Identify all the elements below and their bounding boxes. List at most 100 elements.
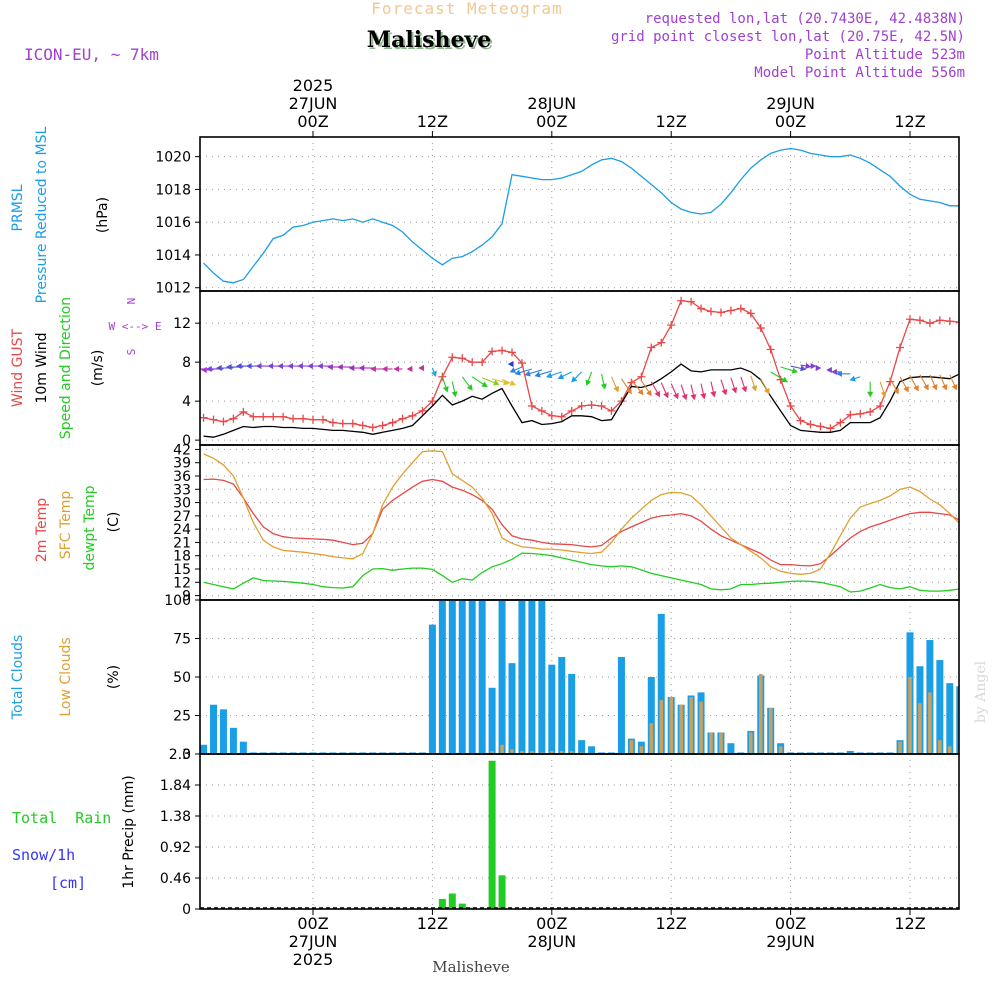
gust-marker <box>866 407 875 416</box>
bar-total-clouds <box>518 600 526 754</box>
y-tick-label: 0 <box>182 902 191 918</box>
gust-marker <box>945 317 954 326</box>
y-tick-label: 39 <box>173 456 191 472</box>
wind-arrow-head <box>673 392 679 400</box>
bar-low-clouds <box>500 744 504 754</box>
wind-arrow-head <box>585 379 592 386</box>
time-label-top: 12Z <box>656 112 687 131</box>
bar-low-clouds <box>699 701 703 754</box>
wind-arrow-head <box>451 391 458 398</box>
gust-marker <box>200 413 208 422</box>
gust-marker <box>368 423 377 432</box>
gust-marker <box>388 418 397 427</box>
gust-marker <box>418 406 427 415</box>
wind-arrow-head <box>923 383 929 391</box>
gust-marker <box>219 417 228 426</box>
pressure-panel: PRMSL Pressure Reduced to MSL (hPa) 1012… <box>10 126 960 303</box>
bar-total-clouds <box>588 746 596 754</box>
gust-marker <box>856 409 865 418</box>
wind-arrow-head <box>201 366 207 374</box>
gust-marker <box>567 406 576 415</box>
wind-arrow-head <box>654 390 660 398</box>
gust-marker <box>826 424 835 433</box>
pressure-units: (hPa) <box>95 197 111 233</box>
bar-total-clouds <box>956 686 959 754</box>
gust-marker <box>876 402 885 411</box>
wind-arrow-head <box>255 362 262 370</box>
y-tick-label: 100 <box>164 593 191 609</box>
location-title: Malisheve <box>367 27 491 53</box>
y-tick-label: 1018 <box>155 182 191 198</box>
y-tick-label: 21 <box>173 535 191 551</box>
time-label-top: 2025 <box>293 76 334 95</box>
wind-arrow-head <box>663 391 669 399</box>
pressure-label-msl: Pressure Reduced to MSL <box>34 126 50 303</box>
gust-marker <box>398 414 407 423</box>
wind-arrow-head <box>903 385 909 393</box>
time-label-bottom: 2025 <box>293 950 334 969</box>
wind-units: (m/s) <box>90 350 106 387</box>
bar-total-clouds <box>498 600 506 754</box>
wind-arrow-head <box>836 370 842 377</box>
wind-arrow-head <box>509 380 517 386</box>
wind-gust-label: Wind GUST <box>10 328 26 407</box>
y-tick-label: 27 <box>173 509 191 525</box>
y-tick-label: 12 <box>173 575 191 591</box>
gust-marker <box>637 372 646 381</box>
bar-total-clouds <box>200 744 208 754</box>
plot-area <box>203 147 959 284</box>
time-label-bottom: 12Z <box>656 914 687 933</box>
gust-marker <box>607 406 616 415</box>
bar-total-clouds <box>558 656 566 754</box>
compass-s: S <box>125 349 138 356</box>
bar-rain <box>448 893 456 909</box>
time-label-bottom: 00Z <box>297 914 328 933</box>
y-tick-label: 1.84 <box>160 778 191 794</box>
gust-marker <box>517 359 526 368</box>
gust-marker <box>468 358 477 367</box>
wind-arrow-head <box>626 387 632 395</box>
gust-marker <box>846 410 855 419</box>
gust-marker <box>677 296 686 305</box>
wind-arrow-head <box>235 362 242 370</box>
wind-arrow-head <box>831 368 837 375</box>
bar-low-clouds <box>649 723 654 754</box>
panel-frame <box>199 599 960 755</box>
gust-marker <box>597 402 606 411</box>
wind-arrow-head <box>962 384 966 389</box>
bar-low-clouds <box>550 750 554 754</box>
gust-marker <box>796 416 805 425</box>
wind-arrow-head <box>348 364 355 372</box>
gust-marker <box>289 414 298 423</box>
y-tick-label: 1014 <box>155 248 191 264</box>
location-title-shadow: Malisheve <box>369 29 493 55</box>
bar-low-clouds <box>938 740 942 754</box>
time-label-top: 00Z <box>775 112 806 131</box>
time-label-top: 12Z <box>417 112 448 131</box>
bar-low-clouds <box>928 692 932 754</box>
wind-arrow-head <box>546 372 553 379</box>
wind-arrow-head <box>317 362 323 370</box>
wind-arrow-head <box>245 362 252 370</box>
time-label-top: 28JUN <box>527 94 576 113</box>
series-line-10m-wind <box>203 363 959 438</box>
time-label-top: 27JUN <box>289 94 338 113</box>
gust-marker <box>657 338 666 347</box>
bar-total-clouds <box>657 613 665 754</box>
panel-frame <box>199 444 960 601</box>
time-label-top: 12Z <box>894 112 925 131</box>
gust-marker <box>249 412 258 421</box>
gust-marker <box>239 407 248 416</box>
wind-arrow-head <box>327 363 333 371</box>
y-tick-label: 8 <box>182 355 191 371</box>
bar-low-clouds <box>778 746 783 754</box>
y-tick-label: 1016 <box>155 215 191 231</box>
wind-arrow-head <box>867 391 874 398</box>
y-tick-label: 1012 <box>155 281 191 297</box>
bar-total-clouds <box>239 741 247 754</box>
requested-coords: requested lon,lat (20.7430E, 42.4838N) <box>645 11 965 27</box>
gust-marker <box>746 309 755 318</box>
precip-panel: Total Rain Snow/1h [cm] 1hr Precip (mm) … <box>12 747 960 918</box>
product-title: Forecast Meteogram <box>371 0 562 18</box>
